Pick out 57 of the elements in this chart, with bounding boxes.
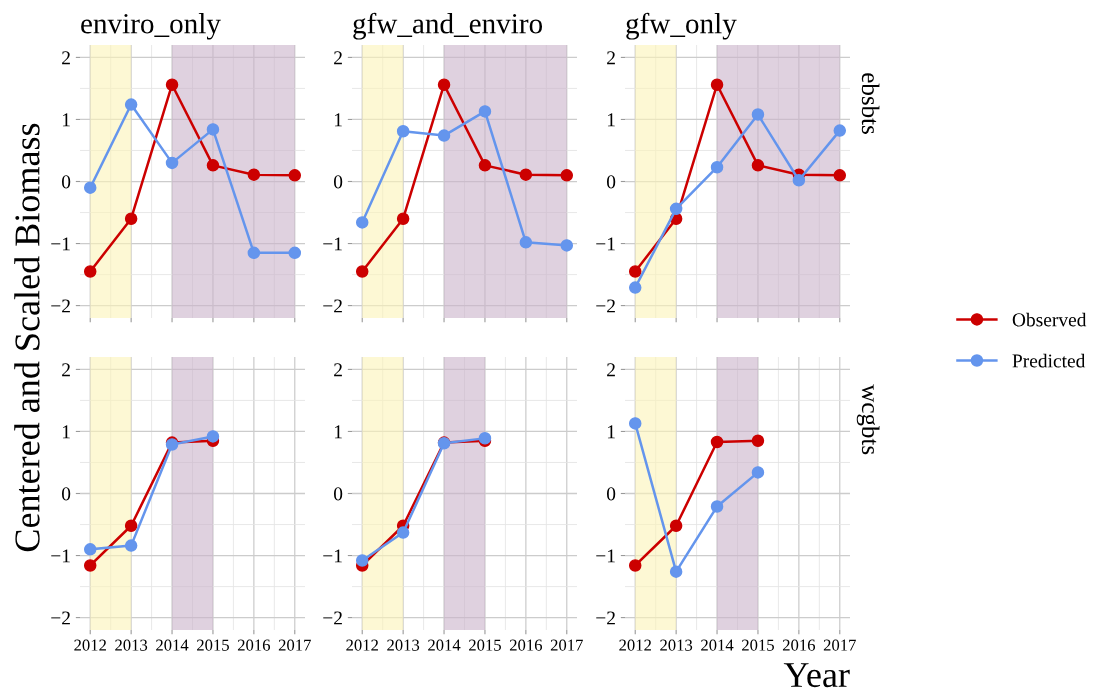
x-tick-label: 2017 <box>823 639 856 651</box>
y-tick-label: −2 <box>596 611 615 625</box>
y-tick-label: −1 <box>596 549 615 563</box>
y-tick-label: −2 <box>51 299 70 313</box>
chart-title: enviro_only <box>81 13 221 40</box>
x-tick-label: 2014 <box>701 639 734 651</box>
y-tick-label: 1 <box>607 113 615 127</box>
y-tick-label: 0 <box>61 487 71 501</box>
y-tick-label: −1 <box>323 549 342 563</box>
y-tick-label: 1 <box>62 113 70 127</box>
x-tick-label: 2016 <box>782 639 816 651</box>
y-tick-label: 1 <box>607 425 615 439</box>
x-tick-label: 2015 <box>742 639 774 651</box>
x-tick-label: 2012 <box>619 639 651 651</box>
y-tick-label: 0 <box>333 487 343 501</box>
y-tick-label: 1 <box>334 113 342 127</box>
y-tick-label: 0 <box>606 487 616 501</box>
y-tick-label: 1 <box>334 425 342 439</box>
x-tick-label: 2015 <box>469 639 501 651</box>
chart-title: gfw_only <box>626 12 737 40</box>
x-tick-label: 2013 <box>660 639 693 651</box>
y-tick-label: 0 <box>61 175 71 189</box>
x-tick-label: 2012 <box>74 639 106 651</box>
y2-axis-title: ebsbts <box>861 73 880 134</box>
y-tick-label: 2 <box>62 51 70 65</box>
x-tick-label: 2013 <box>115 639 148 651</box>
y-tick-label: −1 <box>323 237 342 251</box>
y-tick-label: −1 <box>51 549 70 563</box>
legend-label: Predicted <box>1012 353 1086 368</box>
x-tick-label: 2014 <box>428 639 461 651</box>
x-tick-label: 2012 <box>346 639 378 651</box>
x-tick-label: 2015 <box>197 639 229 651</box>
x-tick-label: 2017 <box>278 639 311 651</box>
x-tick-label: 2013 <box>387 639 420 651</box>
x-tick-label: 2016 <box>237 639 271 651</box>
y-tick-label: −2 <box>596 299 615 313</box>
y2-axis-title: wcgbts <box>856 384 880 455</box>
y-tick-label: 2 <box>334 51 342 65</box>
x-tick-label: 2014 <box>156 639 189 651</box>
x-tick-label: 2016 <box>509 639 543 651</box>
y-axis-title: Centered and Scaled Biomass <box>14 123 40 552</box>
x-tick-label: 2017 <box>550 639 583 651</box>
y-tick-label: 1 <box>62 425 70 439</box>
y-tick-label: 2 <box>334 363 342 377</box>
x-axis-title: Year <box>783 663 850 688</box>
y-tick-label: −2 <box>323 299 342 313</box>
legend-label: Observed <box>1012 312 1087 327</box>
y-tick-label: 2 <box>607 363 615 377</box>
y-tick-label: −2 <box>323 611 342 625</box>
y-tick-label: 2 <box>607 51 615 65</box>
y-tick-label: 0 <box>333 175 343 189</box>
y-tick-label: −1 <box>51 237 70 251</box>
y-tick-label: 2 <box>62 363 70 377</box>
y-tick-label: −2 <box>51 611 70 625</box>
y-tick-label: 0 <box>606 175 616 189</box>
y-tick-label: −1 <box>596 237 615 251</box>
chart-title: gfw_and_enviro <box>353 12 543 40</box>
